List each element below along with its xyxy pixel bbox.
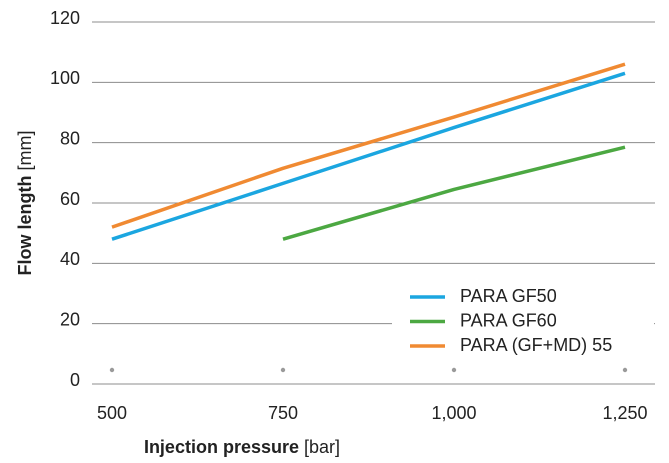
line-series: [282, 145, 626, 241]
x-label-unit: [bar]: [304, 437, 340, 457]
y-label-unit: [mm]: [15, 131, 35, 171]
y-tick-label: 20: [60, 309, 80, 329]
y-tick-label: 40: [60, 249, 80, 269]
x-tick-label: 750: [268, 403, 298, 423]
x-tick-mark: [451, 367, 457, 373]
x-tick-mark: [109, 367, 115, 373]
y-tick-label: 80: [60, 128, 80, 148]
line-series: [111, 71, 626, 241]
x-tick-label: 500: [97, 403, 127, 423]
y-tick-label: 60: [60, 189, 80, 209]
x-axis-title: Injection pressure [bar]: [144, 437, 340, 457]
y-label: Flow length: [15, 176, 35, 276]
x-tick-label: 1,250: [602, 403, 647, 423]
legend-label: PARA (GF+MD) 55: [460, 335, 612, 355]
x-tick-mark: [280, 367, 286, 373]
y-tick-label: 100: [50, 68, 80, 88]
line-series: [111, 62, 626, 229]
y-axis-title: Flow length [mm]: [15, 131, 35, 276]
x-label: Injection pressure: [144, 437, 299, 457]
y-tick-label: 120: [50, 8, 80, 28]
x-tick-mark: [622, 367, 628, 373]
x-tick-label: 1,000: [431, 403, 476, 423]
legend-label: PARA GF60: [460, 310, 557, 330]
y-tick-label: 0: [70, 370, 80, 390]
legend-label: PARA GF50: [460, 286, 557, 306]
